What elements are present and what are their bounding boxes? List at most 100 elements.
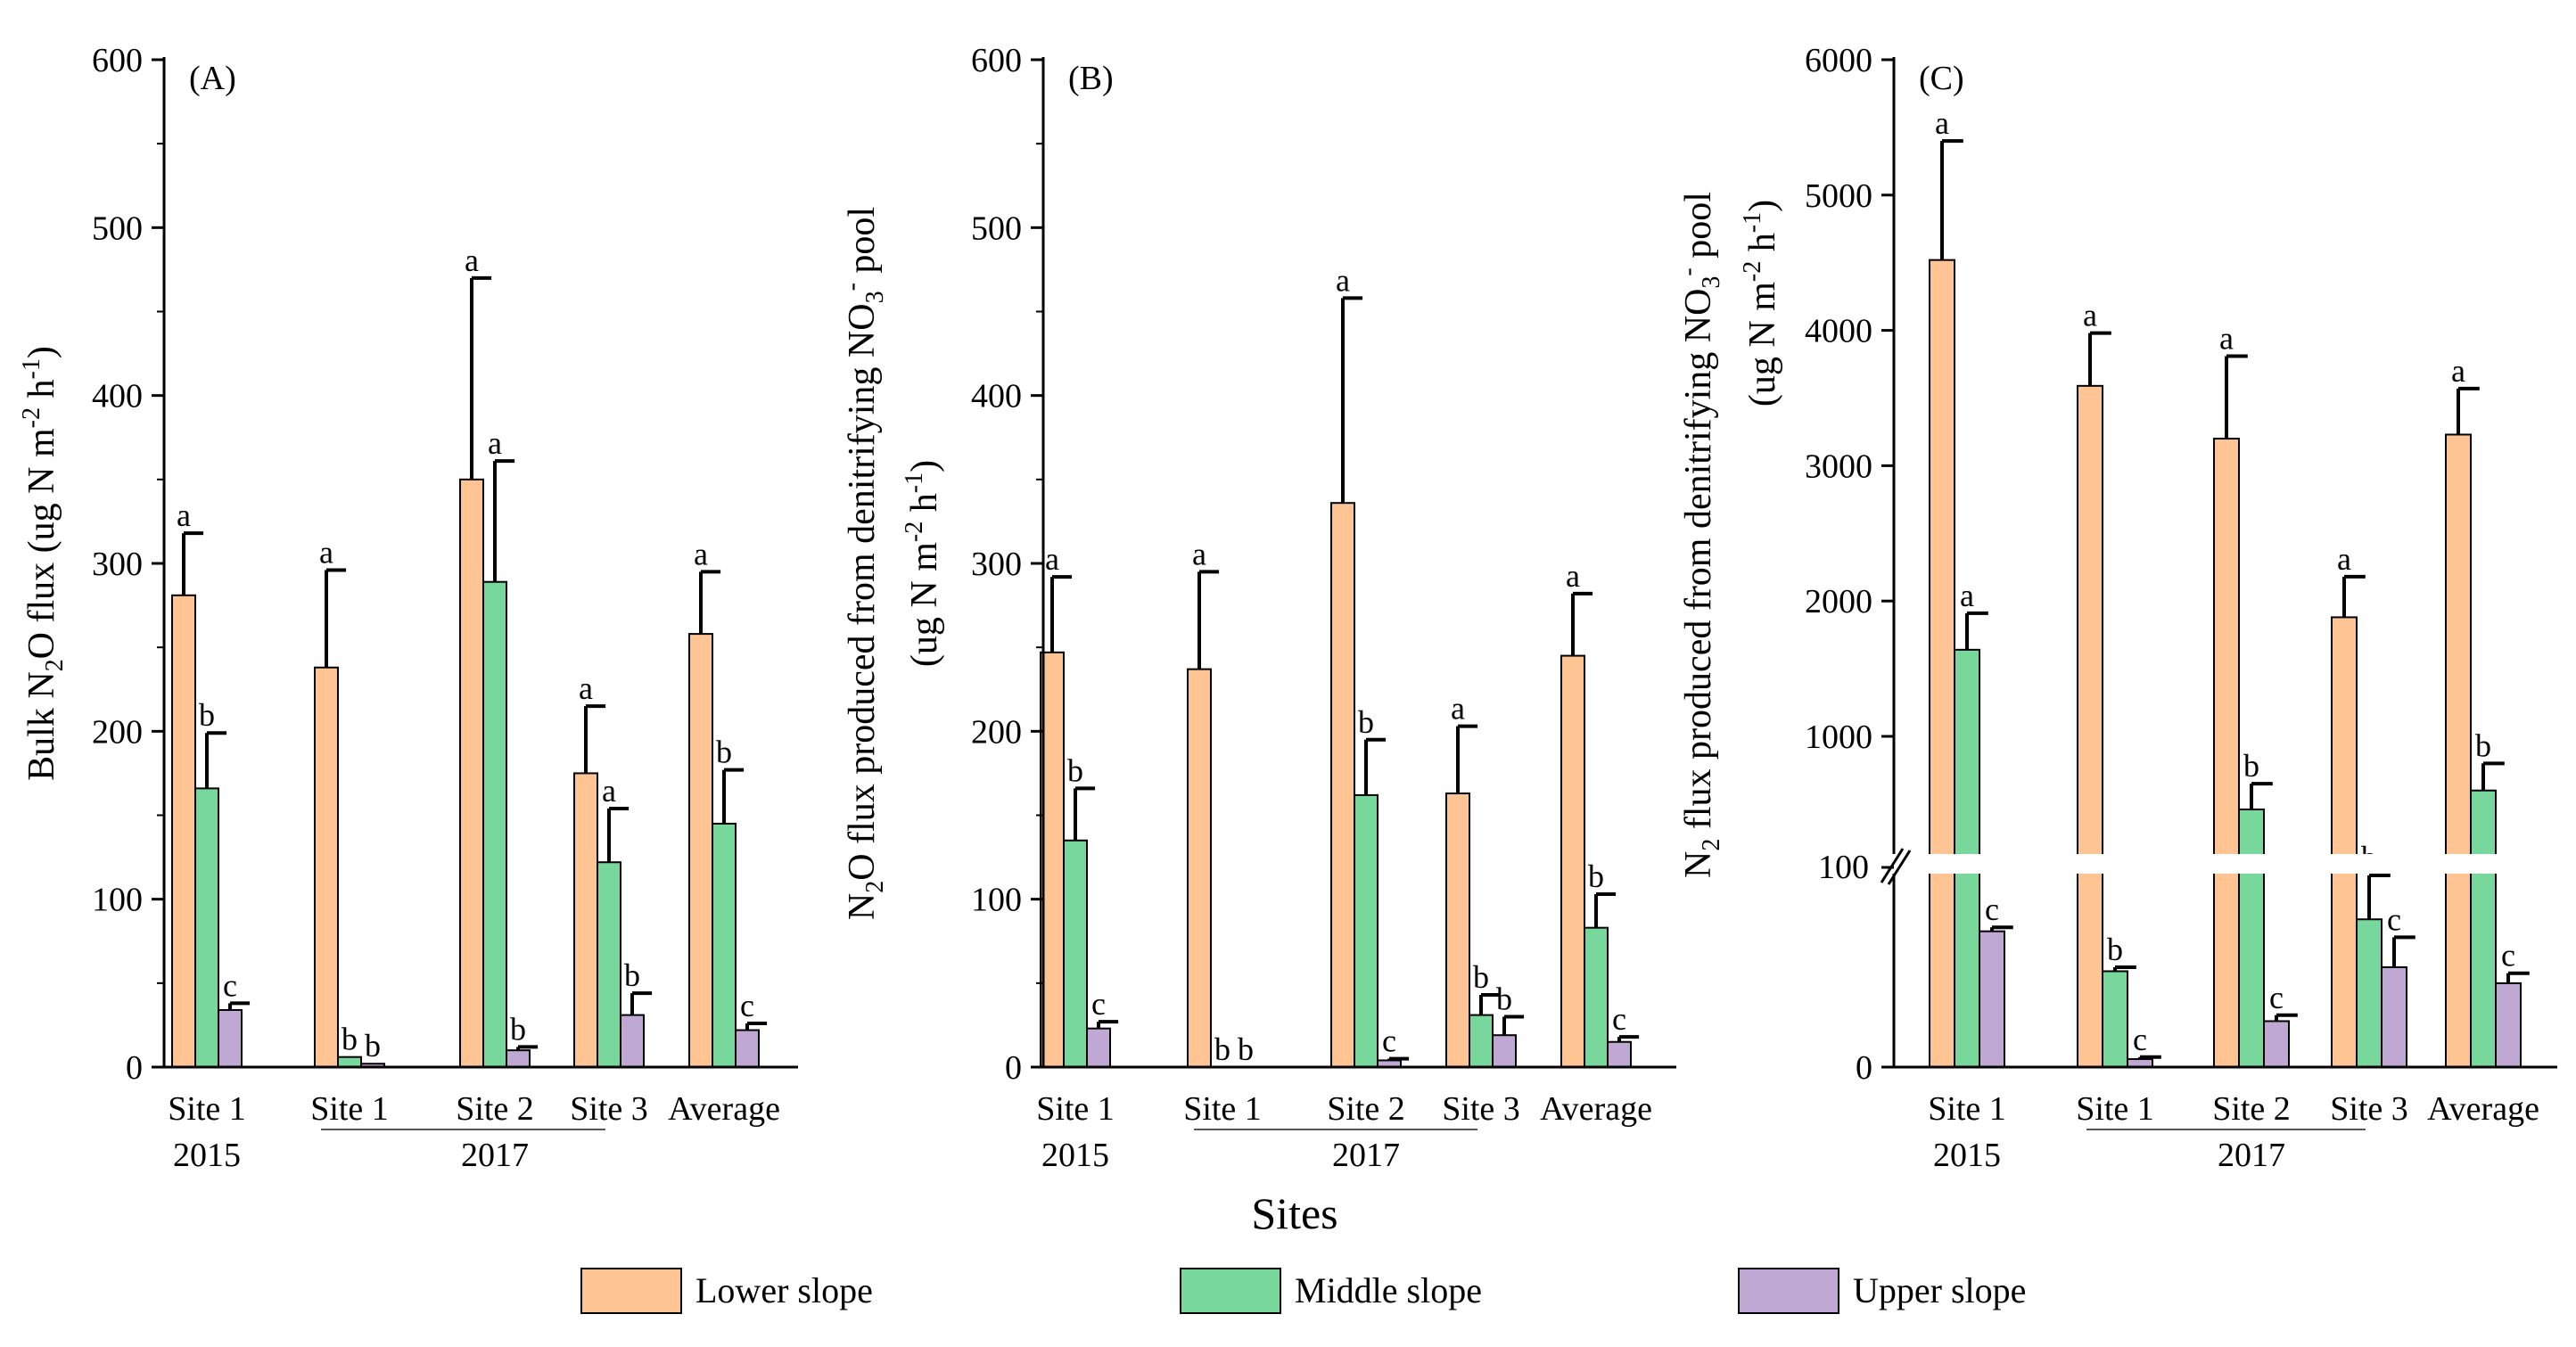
y-axis-title-line2: (ug N m-2 h-1) bbox=[901, 460, 945, 667]
significance-letter: c bbox=[1985, 891, 1999, 927]
y-axis-title-sub: 3 bbox=[1698, 276, 1725, 289]
legend-swatch-lower bbox=[580, 1268, 682, 1314]
significance-letter: a bbox=[694, 536, 708, 571]
y-axis-title-sub: 2 bbox=[1698, 839, 1725, 851]
y-axis-title-sup: -1 bbox=[901, 472, 928, 493]
x-category-label: Site 1 bbox=[1183, 1090, 1262, 1128]
x-category-label: Site 3 bbox=[2330, 1090, 2408, 1128]
y-axis-title-line2: (ug N m-2 h-1) bbox=[1739, 200, 1783, 407]
panel-label: (C) bbox=[1919, 60, 1964, 97]
bar-middle-3 bbox=[482, 580, 507, 1068]
significance-letter: a bbox=[2219, 320, 2234, 356]
x-category-label: Site 1 bbox=[1928, 1090, 2006, 1128]
significance-letter: b bbox=[199, 697, 215, 733]
y-tick-label: 600 bbox=[92, 42, 143, 79]
bar-middle-5 bbox=[2470, 789, 2497, 1068]
legend: Lower slope Middle slope Upper slope bbox=[580, 1268, 2026, 1314]
bar-upper-3 bbox=[506, 1049, 531, 1068]
axis-break-mark bbox=[1880, 848, 1905, 883]
axis-break-mark bbox=[1887, 850, 1912, 885]
x-category-label: Site 2 bbox=[2212, 1090, 2291, 1128]
significance-letter: b bbox=[624, 957, 640, 993]
significance-letter: b bbox=[2243, 748, 2259, 784]
y-axis-title: N2O flux produced from denitrifying NO3-… bbox=[838, 207, 889, 920]
y-axis-title-sub: 2 bbox=[861, 881, 889, 893]
significance-letter: a bbox=[602, 773, 616, 809]
x-category-label: Average bbox=[668, 1090, 780, 1128]
bar-upper-3 bbox=[2263, 1020, 2290, 1068]
significance-letter: b bbox=[1358, 704, 1374, 740]
bar-upper-4 bbox=[620, 1014, 645, 1069]
y-axis-title-part: h bbox=[21, 380, 62, 408]
y-tick-label: 0 bbox=[1856, 1049, 1872, 1087]
significance-letter: c bbox=[2269, 980, 2284, 1015]
bar-lower-4 bbox=[573, 772, 598, 1069]
y-tick-label: 300 bbox=[92, 546, 143, 583]
significance-letter: a bbox=[1192, 536, 1206, 571]
significance-letter: c bbox=[1382, 1023, 1396, 1059]
x-category-label: Average bbox=[2427, 1090, 2539, 1128]
y-axis-title-sub: 2 bbox=[41, 659, 69, 671]
significance-letter: a bbox=[177, 497, 191, 533]
significance-letter: a bbox=[2083, 298, 2097, 333]
y-tick-label: 3000 bbox=[1805, 448, 1872, 485]
bar-upper-5 bbox=[2495, 982, 2522, 1069]
bar-lower-2 bbox=[1187, 668, 1212, 1069]
legend-swatch-middle bbox=[1180, 1268, 1281, 1314]
panel-label: (B) bbox=[1068, 60, 1114, 97]
significance-letter: c bbox=[1612, 1001, 1626, 1037]
significance-letter: a bbox=[1935, 105, 1949, 141]
bar-middle-1 bbox=[194, 787, 219, 1068]
year-label: 2017 bbox=[1332, 1137, 1400, 1174]
x-category-label: Site 1 bbox=[1036, 1090, 1115, 1128]
bar-middle-2 bbox=[337, 1055, 362, 1068]
y-tick-label: 0 bbox=[126, 1049, 143, 1087]
bar-middle-4 bbox=[2356, 918, 2383, 1068]
chart-panel-3: aaaaaabbbbccccc0100100020003000400050006… bbox=[1675, 42, 2566, 1174]
bar-upper-1 bbox=[1086, 1027, 1111, 1069]
y-tick-label: 6000 bbox=[1805, 42, 1872, 79]
bar-upper-1 bbox=[218, 1008, 243, 1069]
y-axis-title-part: (ug N m bbox=[904, 542, 945, 667]
significance-letter: c bbox=[2501, 938, 2515, 973]
bar-middle-3 bbox=[2238, 808, 2265, 1068]
y-tick-label: 500 bbox=[971, 209, 1022, 247]
y-axis-title-part: ) bbox=[21, 346, 62, 358]
significance-letter: c bbox=[2387, 901, 2401, 937]
y-tick-label: 100 bbox=[971, 882, 1022, 919]
y-tick-label: 200 bbox=[971, 713, 1022, 751]
legend-label-middle: Middle slope bbox=[1295, 1270, 1482, 1310]
y-tick-label: 0 bbox=[1005, 1049, 1022, 1087]
significance-letter: b bbox=[1214, 1031, 1230, 1067]
bar-upper-4 bbox=[2381, 966, 2407, 1068]
legend-swatch-upper bbox=[1738, 1268, 1839, 1314]
significance-letter: a bbox=[1451, 691, 1465, 727]
bar-lower-2 bbox=[314, 666, 339, 1068]
legend-label-lower: Lower slope bbox=[695, 1270, 873, 1310]
x-category-label: Site 1 bbox=[168, 1090, 246, 1128]
y-tick-label: 300 bbox=[971, 546, 1022, 583]
y-axis-title-part: Bulk N bbox=[21, 671, 62, 781]
bar-middle-5 bbox=[1584, 926, 1609, 1069]
y-axis-title-part: O flux produced from denitrifying NO bbox=[842, 303, 883, 880]
y-axis-title-sup: -2 bbox=[18, 407, 45, 428]
y-axis-title-part: ) bbox=[904, 460, 945, 472]
bar-upper-5 bbox=[735, 1029, 760, 1068]
y-tick-label: 100 bbox=[1818, 849, 1869, 886]
bar-lower-3 bbox=[1330, 502, 1355, 1068]
y-axis-title-part: N bbox=[1678, 851, 1719, 878]
year-label: 2017 bbox=[461, 1137, 529, 1174]
significance-letter: c bbox=[2133, 1022, 2147, 1057]
bar-middle-3 bbox=[1354, 793, 1379, 1069]
significance-letter: b bbox=[365, 1028, 381, 1064]
y-tick-label: 500 bbox=[92, 209, 143, 247]
bar-lower-2 bbox=[2077, 384, 2103, 1068]
significance-letter: b bbox=[510, 1011, 526, 1047]
y-axis-title-part: pool bbox=[1678, 192, 1719, 267]
y-axis-title: N2 flux produced from denitrifying NO3- … bbox=[1675, 192, 1725, 878]
y-tick-label: 200 bbox=[92, 713, 143, 751]
significance-letter: a bbox=[2337, 541, 2351, 577]
